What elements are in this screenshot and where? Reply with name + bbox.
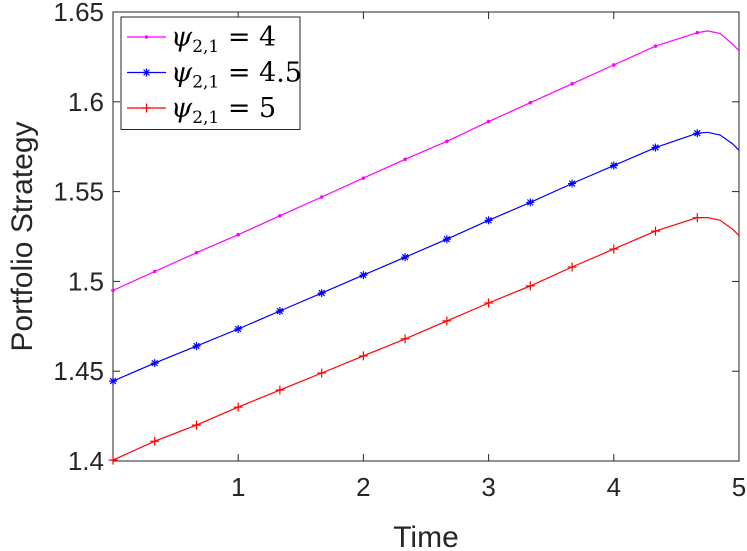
- y-tick-label: 1.5: [68, 266, 104, 296]
- point-marker: [278, 214, 282, 218]
- point-marker: [653, 44, 658, 48]
- asterisk-marker: [568, 179, 577, 188]
- point-marker: [570, 82, 574, 86]
- asterisk-marker: [526, 198, 535, 207]
- point-marker: [528, 100, 533, 105]
- asterisk-marker: [442, 235, 451, 244]
- point-marker: [361, 176, 366, 180]
- y-axis-ticks: 1.4 1.45 1.5 1.55 1.6 1.65: [53, 0, 739, 476]
- x-tick-label: 4: [607, 472, 621, 502]
- plus-marker: [358, 351, 368, 361]
- asterisk-marker: [317, 289, 326, 298]
- legend-label: ψ2,1 = 4.5: [171, 58, 302, 93]
- x-tick-label: 5: [732, 472, 746, 502]
- point-marker: [144, 35, 149, 39]
- asterisk-marker: [484, 216, 493, 225]
- point-marker: [612, 63, 616, 67]
- plus-marker: [484, 298, 494, 308]
- x-tick-label: 2: [356, 472, 370, 502]
- series-group: [108, 213, 740, 465]
- plus-marker: [567, 262, 577, 272]
- legend-box: [120, 16, 301, 130]
- legend-label: ψ2,1 = 5: [171, 93, 276, 128]
- y-tick-label: 1.65: [53, 0, 104, 27]
- point-marker: [236, 232, 240, 237]
- plus-marker: [192, 420, 202, 430]
- plus-marker: [317, 368, 327, 378]
- point-marker: [319, 195, 324, 199]
- x-axis-label: Time: [393, 521, 459, 551]
- legend: ψ2,1 = 4ψ2,1 = 4.5ψ2,1 = 5: [120, 16, 302, 130]
- x-tick-label: 1: [231, 472, 245, 502]
- plus-marker: [609, 244, 619, 254]
- plus-marker: [142, 103, 151, 113]
- plus-marker: [400, 334, 410, 344]
- legend-entry: ψ2,1 = 4.5: [127, 58, 302, 93]
- plus-marker: [108, 455, 118, 465]
- asterisk-marker: [401, 253, 410, 262]
- point-marker: [111, 288, 115, 293]
- point-marker: [152, 269, 157, 274]
- point-marker: [486, 119, 491, 124]
- asterisk-marker: [359, 271, 368, 280]
- plus-marker: [650, 226, 660, 236]
- series-group: [109, 129, 740, 386]
- legend-label: ψ2,1 = 4: [171, 22, 276, 57]
- series-group: [111, 30, 740, 293]
- x-tick-label: 3: [481, 472, 495, 502]
- asterisk-marker: [142, 68, 151, 77]
- y-tick-label: 1.55: [53, 177, 104, 207]
- plus-marker: [442, 316, 452, 326]
- asterisk-marker: [693, 129, 702, 138]
- asterisk-marker: [275, 307, 284, 316]
- plus-marker: [150, 436, 160, 446]
- asterisk-marker: [609, 161, 618, 170]
- y-tick-label: 1.45: [53, 356, 104, 386]
- y-tick-label: 1.6: [68, 87, 104, 117]
- legend-entry: ψ2,1 = 4: [127, 22, 276, 57]
- point-marker: [445, 139, 449, 144]
- plus-marker: [275, 385, 285, 395]
- x-axis-ticks: 1 2 3 4 5: [231, 12, 746, 502]
- y-tick-label: 1.4: [68, 446, 104, 476]
- y-axis-label: Portfolio Strategy: [6, 121, 39, 351]
- asterisk-marker: [150, 359, 159, 368]
- asterisk-marker: [651, 143, 660, 152]
- asterisk-marker: [109, 377, 117, 386]
- legend-entry: ψ2,1 = 5: [127, 93, 276, 128]
- plus-marker: [525, 281, 535, 291]
- plus-marker: [233, 402, 243, 412]
- series-layer: [108, 30, 740, 465]
- asterisk-marker: [234, 324, 243, 333]
- plus-marker: [692, 213, 702, 223]
- point-marker: [695, 30, 700, 35]
- point-marker: [403, 157, 407, 162]
- asterisk-marker: [192, 342, 201, 351]
- point-marker: [194, 250, 199, 255]
